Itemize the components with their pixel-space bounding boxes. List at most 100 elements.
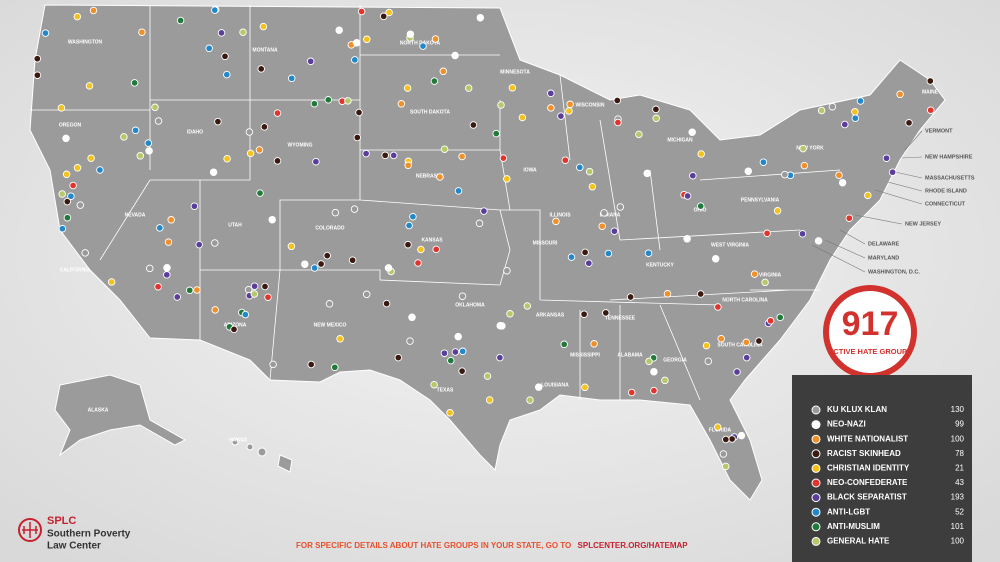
legend-count: 130 [951,405,965,414]
footer-link[interactable]: SPLCENTER.ORG/HATEMAP [578,541,689,550]
legend-icon [811,405,821,415]
group-marker [33,54,42,63]
group-marker [394,353,403,362]
group-marker [136,152,145,160]
group-marker [451,51,459,60]
callout-line [854,214,903,225]
group-marker [246,149,255,158]
total-value: 917 [842,305,899,343]
group-marker [287,74,296,83]
group-marker [683,192,692,200]
hawaii [231,438,293,473]
legend-name: GENERAL HATE [827,537,890,546]
group-marker [800,161,809,170]
callout-line [894,171,923,179]
group-marker [259,22,268,31]
group-marker [324,96,333,104]
group-marker [454,187,463,195]
state-label: COLORADO [315,225,344,231]
legend-name: RACIST SKINHEAD [827,449,901,458]
group-marker [439,67,448,76]
group-marker [57,104,66,112]
group-marker [711,255,720,263]
state-label: IOWA [523,167,537,173]
state-label: CALIFORNIA [60,267,91,273]
group-marker [557,112,565,120]
group-marker [598,222,606,230]
group-marker [58,190,66,198]
group-marker [63,197,72,206]
group-marker [335,26,343,34]
footer: FOR SPECIFIC DETAILS ABOUT HATE GROUPS I… [296,541,688,550]
total-badge: 917 ACTIVE HATE GROUPS [823,285,917,379]
group-marker [458,292,467,300]
state-label: NEW MEXICO [314,322,347,328]
legend-name: ANTI-MUSLIM [827,522,880,531]
group-marker [397,100,406,108]
state-label: NORTH CAROLINA [722,297,768,303]
group-marker [845,214,854,222]
group-marker [404,161,412,170]
group-marker [604,249,613,258]
legend-count: 52 [955,507,964,516]
group-marker [436,173,444,181]
group-marker [239,28,247,36]
legend-name: ANTI-LGBT [827,507,870,516]
group-marker [310,99,319,108]
group-marker [211,6,219,14]
group-marker [323,251,331,260]
group-marker [518,113,527,122]
group-marker [87,154,95,162]
logo-name: Law Center [47,541,101,552]
state-label: WASHINGTON [68,39,103,45]
group-marker [744,167,753,175]
state-label: LOUISIANA [541,382,569,388]
legend-icon [811,478,821,488]
group-marker [713,423,722,431]
group-marker [352,39,361,47]
group-marker [414,259,422,267]
logo-abbr: SPLC [47,515,76,527]
group-marker [96,166,104,174]
group-marker [255,146,264,154]
group-marker [451,348,460,356]
state-label: MICHIGAN [667,137,693,143]
group-marker [610,227,619,235]
group-marker [440,145,449,153]
group-marker [503,266,511,275]
state-label: ARIZONA [224,322,247,328]
group-marker [120,133,128,141]
group-marker [62,134,70,143]
callout-label: CONNECTICUT [925,201,966,207]
group-marker [69,181,77,190]
group-marker [896,90,904,99]
state-label: OREGON [59,122,82,128]
group-marker [661,376,669,385]
state-label: FLORIDA [709,427,732,433]
group-marker [351,56,359,64]
legend-icon [811,420,821,430]
group-marker [33,71,42,79]
group-marker [534,383,543,391]
group-marker [362,149,370,158]
group-marker [138,28,146,36]
group-marker [154,117,163,125]
group-marker [560,340,568,349]
legend-icon [811,463,821,473]
group-marker [164,238,173,246]
group-marker [190,202,199,210]
group-marker [73,12,82,21]
group-marker [580,310,588,318]
state-label: NEVADA [125,212,146,218]
group-marker [257,65,265,73]
legend-icon [811,536,821,546]
callout-label: WASHINGTON, D.C. [868,269,920,275]
group-marker [581,248,589,257]
group-marker [926,77,935,85]
group-marker [683,235,691,243]
group-marker [851,114,860,122]
group-marker [552,217,560,226]
group-marker [888,168,897,176]
us-outline [29,4,946,501]
legend-icon [811,449,821,459]
